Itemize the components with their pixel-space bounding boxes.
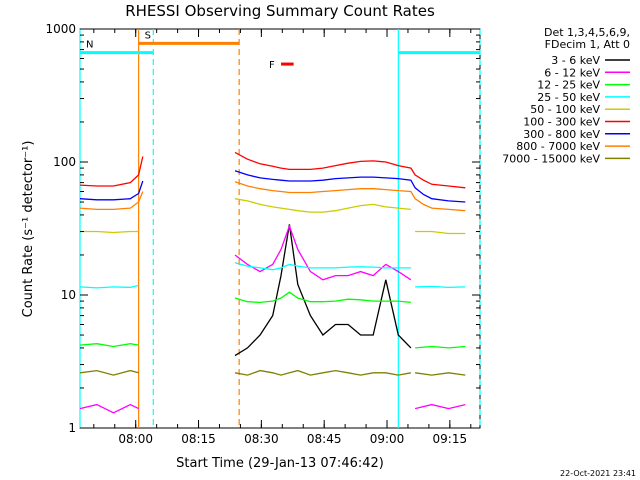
x-tick-label-4: 09:00 (370, 432, 405, 446)
x-tick-label-3: 08:45 (307, 432, 342, 446)
interval-label-f: F (269, 60, 275, 71)
axes: 1 10 100 1000 08:00 08:15 08:30 08:45 09:00 09:15 (45, 22, 480, 446)
chart-title: RHESSI Observing Summary Count Rates (125, 2, 435, 20)
series-8-segment-1 (234, 369, 412, 376)
series-1-segment-2 (414, 403, 466, 410)
series-7-segment-1 (234, 181, 466, 212)
legend: Det 1,3,4,5,6,9,FDecim 1, Att 0 3 - 6 keV… (502, 26, 630, 165)
legend-label-8: 7000 - 15000 keV (502, 152, 600, 165)
x-tick-label-0: 08:00 (118, 432, 153, 446)
legend-label-7: 800 - 7000 keV (516, 140, 600, 153)
series-4-segment-0 (80, 230, 139, 234)
legend-label-4: 50 - 100 keV (530, 103, 600, 116)
y-tick-label-2: 100 (53, 155, 76, 169)
y-axis-title: Count Rate (s⁻¹ detector⁻¹) (21, 141, 36, 318)
footer-timestamp: 22-Oct-2021 23:41 (560, 469, 636, 478)
series-lines (79, 151, 466, 414)
series-3-segment-2 (415, 285, 466, 289)
series-2-segment-1 (234, 291, 411, 304)
series-4-segment-1 (234, 198, 411, 213)
plot-area (79, 28, 481, 429)
series-0-segment-0 (234, 224, 412, 357)
legend-label-6: 300 - 800 keV (523, 128, 600, 141)
series-6-segment-0 (79, 180, 144, 201)
series-6-segment-1 (234, 170, 466, 203)
time-interval-bars: S N F (80, 30, 480, 71)
legend-label-0: 3 - 6 keV (551, 54, 600, 67)
x-axis-title: Start Time (29-Jan-13 07:46:42) (176, 456, 384, 471)
series-4-segment-2 (415, 230, 466, 235)
series-2-segment-0 (79, 343, 139, 348)
series-8-segment-2 (415, 372, 466, 376)
y-tick-label-3: 1000 (45, 22, 76, 36)
series-1-segment-1 (234, 224, 412, 281)
legend-header-0: Det 1,3,4,5,6,9, (544, 26, 630, 39)
series-3-segment-1 (234, 262, 411, 271)
legend-label-1: 6 - 12 keV (544, 66, 600, 79)
y-tick-label-0: 1 (68, 421, 76, 435)
series-1-segment-0 (79, 403, 139, 414)
series-5-segment-1 (234, 151, 466, 189)
series-7-segment-0 (79, 191, 144, 211)
x-tick-label-5: 09:15 (433, 432, 468, 446)
legend-label-2: 12 - 25 keV (537, 79, 600, 92)
y-tick-label-1: 10 (61, 288, 76, 302)
interval-label-n: N (86, 40, 93, 51)
series-2-segment-2 (415, 345, 466, 349)
interval-label-s: S (145, 30, 151, 41)
x-tick-label-1: 08:15 (181, 432, 216, 446)
legend-label-5: 100 - 300 keV (523, 116, 600, 129)
series-5-segment-0 (79, 156, 144, 187)
x-tick-label-2: 08:30 (244, 432, 279, 446)
plot-frame (79, 28, 481, 429)
series-8-segment-0 (79, 369, 139, 376)
vertical-markers (79, 29, 481, 428)
legend-header-1: FDecim 1, Att 0 (545, 38, 630, 51)
series-3-segment-0 (79, 284, 139, 289)
legend-label-3: 25 - 50 keV (537, 91, 600, 104)
